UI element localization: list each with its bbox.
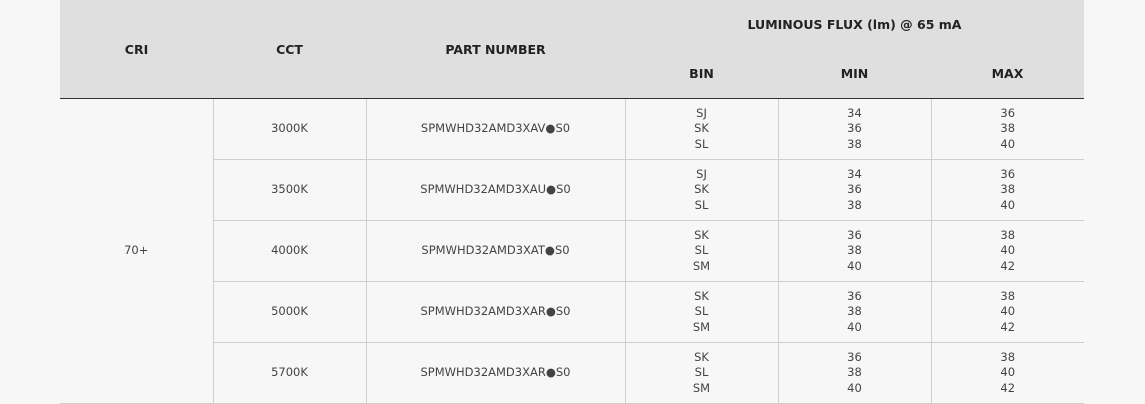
header-bin: BIN: [625, 49, 778, 99]
bins-value: SL: [694, 243, 709, 258]
header-min: MIN: [778, 49, 931, 99]
header-luminous-flux: LUMINOUS FLUX (lm) @ 65 mA: [625, 0, 1084, 49]
min-cell: 36 38 40: [777, 220, 932, 282]
min-value: 34: [847, 166, 862, 181]
bins-cell: SK SL SM: [624, 220, 779, 282]
bins-value: SL: [694, 365, 709, 380]
bins-value: SK: [694, 121, 709, 136]
cri-cell: 70+: [60, 98, 214, 404]
bins-value: SK: [694, 227, 709, 242]
bins-value: SK: [694, 288, 709, 303]
min-value: 36: [847, 288, 862, 303]
bins-cell: SK SL SM: [624, 342, 779, 404]
cct-cell: 3500K: [212, 159, 367, 221]
min-value: 36: [847, 121, 862, 136]
cct-cell: 5700K: [212, 342, 367, 404]
table-row: 4000K SPMWHD32AMD3XAT●S0 SK SL SM 36 38 40 38 40 4…: [60, 220, 1084, 282]
bins-value: SM: [692, 258, 711, 273]
max-value: 40: [1000, 365, 1016, 380]
max-value: 40: [1000, 304, 1016, 319]
bins-cell: SJ SK SL: [624, 98, 779, 160]
min-cell: 36 38 40: [777, 281, 932, 343]
bins-value: SJ: [696, 166, 707, 181]
part-number-cell: SPMWHD32AMD3XAU●S0: [365, 159, 626, 221]
bins-value: SJ: [696, 105, 707, 120]
part-number-cell: SPMWHD32AMD3XAV●S0: [365, 98, 626, 160]
bins-value: SL: [694, 197, 709, 212]
max-value: 38: [1000, 121, 1016, 136]
min-value: 36: [847, 227, 862, 242]
max-value: 38: [1000, 227, 1016, 242]
table-row: 5700K SPMWHD32AMD3XAR●S0 SK SL SM 36 38 40 38 40 4…: [60, 342, 1084, 404]
max-value: 40: [1000, 243, 1016, 258]
min-cell: 34 36 38: [777, 159, 932, 221]
bins-value: SM: [692, 319, 711, 334]
header-cct: CCT: [213, 0, 366, 99]
max-value: 42: [1000, 319, 1016, 334]
max-value: 38: [1000, 349, 1016, 364]
bins-cell: SJ SK SL: [624, 159, 779, 221]
header-max: MAX: [931, 49, 1084, 99]
cct-cell: 3000K: [212, 98, 367, 160]
min-value: 38: [847, 365, 862, 380]
min-value: 38: [847, 197, 862, 212]
cct-cell: 4000K: [212, 220, 367, 282]
table-row: 70+ 3000K SPMWHD32AMD3XAV●S0 SJ SK SL 34 36 38 36…: [60, 98, 1084, 404]
min-value: 34: [847, 105, 862, 120]
min-value: 36: [847, 349, 862, 364]
header-cri: CRI: [60, 0, 213, 99]
bins-value: SK: [694, 349, 709, 364]
header-part-number: PART NUMBER: [366, 0, 625, 99]
max-cell: 38 40 42: [930, 281, 1084, 343]
max-value: 36: [1000, 105, 1016, 120]
max-value: 40: [1000, 136, 1016, 151]
bins-value: SL: [694, 136, 709, 151]
part-number-cell: SPMWHD32AMD3XAR●S0: [365, 281, 626, 343]
min-value: 38: [847, 243, 862, 258]
part-number-cell: SPMWHD32AMD3XAR●S0: [365, 342, 626, 404]
max-cell: 38 40 42: [930, 342, 1084, 404]
max-value: 42: [1000, 258, 1016, 273]
min-value: 40: [847, 258, 862, 273]
min-value: 40: [847, 319, 862, 334]
max-value: 40: [1000, 197, 1016, 212]
max-value: 36: [1000, 166, 1016, 181]
bins-cell: SK SL SM: [624, 281, 779, 343]
part-number-cell: SPMWHD32AMD3XAT●S0: [365, 220, 626, 282]
bins-value: SL: [694, 304, 709, 319]
bins-value: SM: [692, 380, 711, 395]
luminous-flux-table: CRI CCT PART NUMBER LUMINOUS FLUX (lm) @…: [60, 0, 1084, 404]
max-cell: 36 38 40: [930, 159, 1084, 221]
max-value: 38: [1000, 182, 1016, 197]
max-value: 38: [1000, 288, 1016, 303]
bins-value: SK: [694, 182, 709, 197]
max-value: 42: [1000, 380, 1016, 395]
min-value: 38: [847, 136, 862, 151]
cct-cell: 5000K: [212, 281, 367, 343]
min-value: 38: [847, 304, 862, 319]
table-row: 3500K SPMWHD32AMD3XAU●S0 SJ SK SL 34 36 38 36 38 4…: [60, 159, 1084, 221]
max-cell: 38 40 42: [930, 220, 1084, 282]
min-cell: 36 38 40: [777, 342, 932, 404]
min-cell: 34 36 38: [777, 98, 932, 160]
min-value: 36: [847, 182, 862, 197]
max-cell: 36 38 40: [930, 98, 1084, 160]
table-row: 5000K SPMWHD32AMD3XAR●S0 SK SL SM 36 38 40 38 40 4…: [60, 281, 1084, 343]
min-value: 40: [847, 380, 862, 395]
